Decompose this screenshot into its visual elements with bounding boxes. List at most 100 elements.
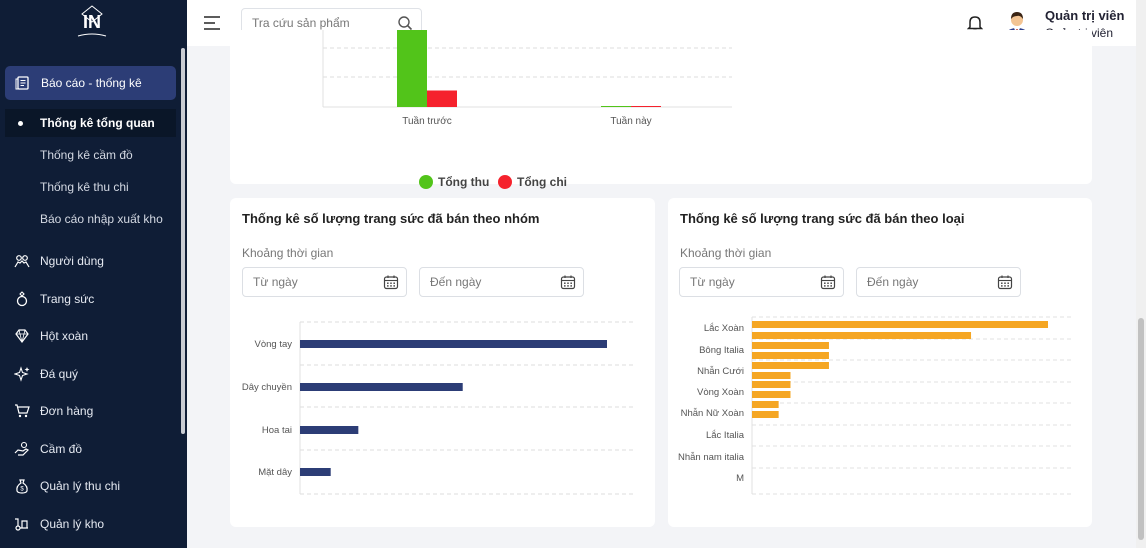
sidebar-item-users[interactable]: Người dùng [0, 246, 180, 276]
y-tick-label: Hoa tai [262, 425, 292, 436]
legend-expense-dot [498, 175, 512, 189]
y-tick-label: Vòng tay [255, 339, 293, 350]
warehouse-icon [14, 516, 30, 532]
from-date-field [679, 267, 844, 297]
bar [752, 321, 1048, 328]
diamond-icon [14, 328, 30, 344]
bar [300, 426, 359, 434]
legend-income[interactable]: Tổng thu [419, 175, 489, 189]
y-tick-label: M [736, 473, 744, 484]
legend-income-dot [419, 175, 433, 189]
card-title: Thống kê số lượng trang sức đã bán theo … [242, 211, 540, 226]
calendar-icon[interactable] [820, 274, 836, 290]
sidebar-subitem-label: Thống kê thu chi [40, 180, 129, 194]
to-date-field [856, 267, 1021, 297]
search-icon[interactable] [397, 15, 413, 31]
range-label: Khoảng thời gian [680, 246, 772, 260]
sidebar-item-label: Hột xoàn [40, 329, 89, 343]
to-date-input[interactable] [867, 275, 987, 289]
svg-text:IN: IN [83, 12, 101, 32]
menu-toggle-icon[interactable] [203, 14, 223, 32]
from-date-field [242, 267, 407, 297]
y-tick-label: Mặt dây [258, 467, 292, 478]
sidebar-item-pawn[interactable]: Cầm đồ [0, 434, 180, 464]
sidebar-item-label: Quản lý thu chi [40, 479, 121, 493]
card-title: Thống kê số lượng trang sức đã bán theo … [680, 211, 965, 226]
sidebar-subitem-label: Thống kê tổng quan [40, 116, 155, 130]
sidebar: IN Báo cáo - thống kê Thống kê tổng quan… [0, 0, 187, 548]
sidebar-item-label: Trang sức [40, 292, 95, 306]
bar [300, 340, 607, 348]
bar [752, 362, 829, 369]
sidebar-item-label: Người dùng [40, 254, 104, 268]
active-dot-icon [18, 121, 23, 126]
bar [752, 401, 779, 408]
hand-coin-icon [14, 441, 30, 457]
sold-by-group-card: Thống kê số lượng trang sức đã bán theo … [230, 198, 655, 527]
calendar-icon[interactable] [560, 274, 576, 290]
report-icon [15, 75, 31, 91]
y-tick-label: Lắc Xoàn [704, 323, 744, 334]
legend-expense-label: Tổng chi [517, 175, 567, 189]
income-expense-card: Tuần trước Tuần này Tổng thu Tổng chi [230, 30, 1092, 189]
brand-logo[interactable]: IN [62, 4, 122, 40]
bar [752, 332, 972, 339]
bar [397, 30, 427, 107]
to-date-field [419, 267, 584, 297]
y-tick-label: Nhẫn Nữ Xoàn [681, 408, 744, 419]
calendar-icon[interactable] [383, 274, 399, 290]
sidebar-item-label: Đơn hàng [40, 404, 94, 418]
sold-by-type-chart: Lắc Xoàn Bông Italia Nhẫn Cưới Vòng Xoàn Nhẫ… [678, 316, 1073, 495]
sold-by-type-card: Thống kê số lượng trang sức đã bán theo … [668, 198, 1092, 527]
sidebar-subitem-label: Thống kê cầm đồ [40, 148, 133, 162]
sidebar-item-reports[interactable]: Báo cáo - thống kê [5, 66, 176, 100]
ring-icon [14, 291, 30, 307]
page-scrollbar-thumb[interactable] [1138, 318, 1144, 540]
sidebar-item-gems[interactable]: Đá quý [0, 359, 180, 389]
from-date-input[interactable] [253, 275, 373, 289]
money-bag-icon: $ [14, 478, 30, 494]
svg-text:$: $ [20, 487, 24, 493]
sparkle-icon [14, 366, 30, 382]
calendar-icon[interactable] [997, 274, 1013, 290]
search-input[interactable] [252, 15, 392, 31]
bar [300, 383, 463, 391]
sidebar-subitem-income-stats[interactable]: Thống kê thu chi [5, 173, 176, 201]
sidebar-subitem-label: Báo cáo nhập xuất kho [40, 212, 163, 226]
sidebar-subitem-inventory-report[interactable]: Báo cáo nhập xuất kho [5, 205, 176, 233]
to-date-input[interactable] [430, 275, 550, 289]
bar [631, 106, 661, 107]
sidebar-item-orders[interactable]: Đơn hàng [0, 396, 180, 426]
legend-expense[interactable]: Tổng chi [498, 175, 567, 189]
legend-income-label: Tổng thu [438, 175, 490, 189]
sidebar-item-warehouse[interactable]: Quản lý kho [0, 509, 180, 539]
sidebar-item-label: Đá quý [40, 367, 79, 381]
sidebar-item-jewelry[interactable]: Trang sức [0, 284, 180, 314]
sidebar-scrollbar[interactable] [181, 48, 185, 434]
bar [752, 411, 779, 418]
y-tick-label: Nhẫn nam italia [678, 452, 745, 463]
sidebar-item-label: Cầm đồ [40, 442, 83, 456]
sidebar-subitem-pawn-stats[interactable]: Thống kê cầm đồ [5, 141, 176, 169]
y-tick-label: Dây chuyền [242, 382, 292, 393]
sidebar-subitem-overview[interactable]: Thống kê tổng quan [5, 109, 176, 137]
x-tick-label: Tuần này [610, 115, 651, 127]
y-tick-label: Lắc Italia [706, 430, 745, 441]
sidebar-item-label: Quản lý kho [40, 517, 105, 531]
bar [300, 468, 331, 476]
y-tick-label: Bông Italia [699, 345, 745, 356]
user-name[interactable]: Quản trị viên [1045, 8, 1125, 23]
bar [752, 391, 791, 398]
bar [752, 381, 791, 388]
bar [752, 342, 829, 349]
sidebar-item-finance[interactable]: $ Quản lý thu chi [0, 471, 180, 501]
users-icon [14, 253, 30, 269]
page-scrollbar[interactable] [1136, 0, 1146, 548]
cart-icon [14, 403, 30, 419]
bar [752, 352, 829, 359]
income-expense-chart: Tuần trước Tuần này [322, 30, 732, 127]
sidebar-item-diamonds[interactable]: Hột xoàn [0, 321, 180, 351]
bar [601, 106, 631, 107]
from-date-input[interactable] [690, 275, 810, 289]
sidebar-item-label: Báo cáo - thống kê [41, 76, 142, 90]
